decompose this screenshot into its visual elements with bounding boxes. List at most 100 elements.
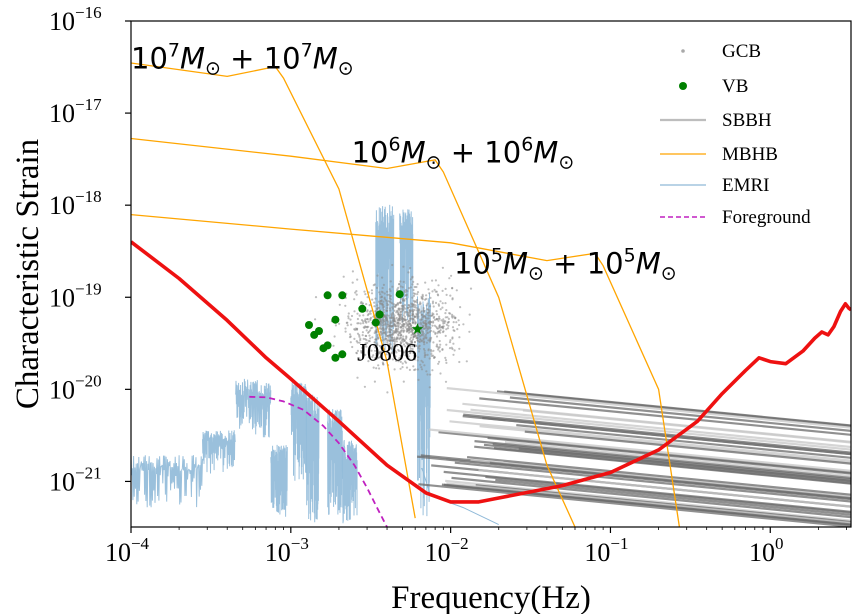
gcb-point: [351, 281, 354, 284]
gcb-point: [400, 349, 403, 353]
gcb-point: [402, 280, 405, 283]
gcb-point: [380, 295, 383, 298]
gcb-point: [364, 353, 367, 356]
emri-trace-8: [375, 204, 395, 352]
sbbh-layer: [416, 387, 851, 527]
gcb-point: [431, 300, 435, 303]
gcb-point: [436, 327, 439, 330]
gcb-point: [368, 334, 371, 337]
mass-label-part: +: [442, 136, 485, 170]
tick-exponent: −18: [75, 187, 102, 206]
gcb-point: [411, 333, 414, 336]
sbbh-track-3: [445, 479, 851, 522]
gcb-point: [387, 300, 390, 303]
gcb-point: [426, 353, 429, 356]
gcb-point: [409, 358, 412, 361]
gcb-point: [444, 380, 448, 383]
gcb-point: [376, 335, 379, 338]
y-tick-label-3: 10−18: [49, 187, 102, 220]
sbbh-track-47: [416, 455, 851, 501]
gcb-point: [385, 309, 389, 312]
gcb-point: [425, 294, 428, 297]
gcb-point: [349, 333, 352, 336]
gcb-point: [366, 318, 369, 321]
gcb-point: [365, 339, 368, 342]
gcb-point: [417, 378, 420, 381]
gcb-point: [399, 331, 402, 334]
gcb-point: [432, 354, 435, 357]
gcb-point: [358, 357, 361, 360]
gcb-point: [333, 335, 336, 338]
gcb-point: [390, 313, 393, 316]
gcb-point: [362, 314, 365, 317]
gcb-point: [444, 359, 448, 362]
gcb-point: [403, 329, 406, 332]
gcb-point: [413, 316, 416, 319]
gcb-point: [445, 309, 448, 312]
gcb-point: [373, 341, 376, 344]
gcb-point: [446, 327, 450, 330]
gcb-point: [444, 334, 447, 337]
gcb-point: [378, 367, 381, 370]
gcb-point: [389, 289, 392, 293]
gcb-point: [399, 280, 402, 283]
gcb-point: [406, 353, 409, 356]
gcb-point: [382, 308, 385, 311]
gcb-point: [417, 356, 420, 359]
gcb-point: [458, 347, 461, 350]
gcb-point: [402, 318, 405, 322]
legend-vb-marker: [679, 82, 687, 90]
gcb-point: [417, 315, 420, 318]
legend-sbbh-label: SBBH: [722, 110, 772, 131]
gcb-point: [384, 322, 387, 325]
gcb-point: [428, 309, 431, 312]
mass-label-part: ⊙: [558, 152, 574, 174]
gcb-point: [370, 292, 374, 295]
gcb-point: [374, 346, 377, 349]
emri-trace-6: [327, 409, 343, 515]
gcb-point: [401, 320, 404, 323]
gcb-point: [419, 363, 422, 366]
gcb-point: [378, 306, 381, 309]
gcb-point: [411, 345, 414, 348]
gcb-point: [407, 331, 410, 334]
gcb-point: [427, 288, 430, 291]
gcb-point: [412, 292, 415, 295]
gcb-point: [445, 361, 448, 364]
emri-trace-4: [290, 382, 307, 481]
mass-label-part: M: [401, 136, 426, 170]
gcb-point: [408, 349, 411, 352]
legend-foreground-label: Foreground: [722, 207, 811, 228]
gcb-point: [364, 293, 367, 296]
gcb-point: [439, 308, 442, 311]
sbbh-track-40: [518, 447, 851, 483]
gcb-point: [349, 341, 352, 344]
gcb-point: [414, 306, 417, 309]
gcb-point: [376, 304, 379, 307]
gcb-point: [423, 340, 426, 343]
gcb-point: [396, 288, 399, 291]
gcb-point: [384, 318, 387, 321]
gcb-point: [405, 297, 408, 300]
gcb-point: [435, 313, 439, 316]
gcb-point: [437, 303, 440, 306]
vb-point-1: [338, 291, 347, 300]
gcb-point: [420, 368, 424, 371]
emri-trace-1: [202, 430, 236, 474]
gcb-point: [389, 343, 392, 346]
sbbh-track-43: [438, 431, 851, 474]
gcb-point: [450, 315, 454, 318]
gcb-point: [411, 322, 415, 325]
gcb-point: [382, 300, 385, 303]
gcb-point: [383, 292, 386, 295]
gcb-point: [428, 292, 431, 295]
vb-point-12: [338, 350, 347, 359]
gcb-point: [349, 335, 352, 338]
gcb-point: [441, 266, 444, 269]
tick-base: 10: [584, 538, 610, 567]
gcb-point: [421, 298, 424, 301]
gcb-point: [457, 319, 460, 322]
y-tick-label-0: 10−21: [49, 463, 102, 496]
gcb-point: [390, 339, 394, 342]
gcb-point: [418, 335, 421, 338]
